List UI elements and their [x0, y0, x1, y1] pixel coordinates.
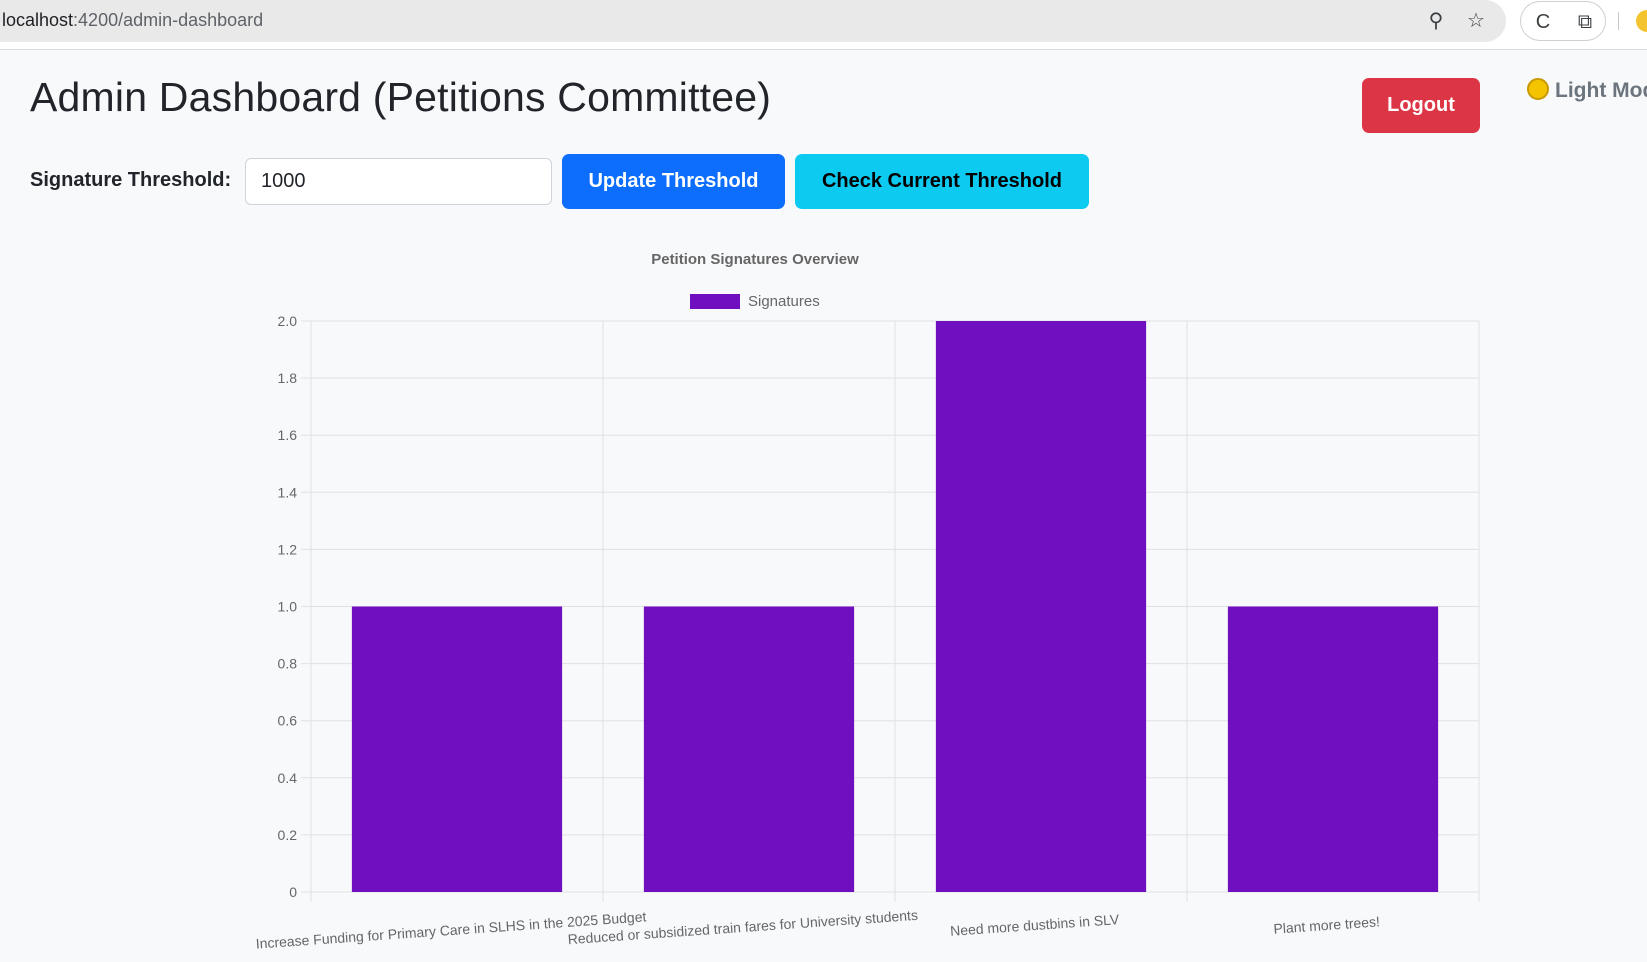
threshold-input[interactable]	[245, 158, 552, 205]
url-text: localhost:4200/admin-dashboard	[2, 10, 264, 30]
logout-button[interactable]: Logout	[1362, 78, 1480, 133]
check-threshold-button[interactable]: Check Current Threshold	[795, 154, 1089, 209]
address-bar[interactable]: localhost:4200/admin-dashboard ⚲ ☆	[0, 0, 1506, 42]
star-icon[interactable]: ☆	[1467, 10, 1485, 32]
y-tick-label: 2.0	[278, 313, 298, 329]
y-tick-label: 1.8	[278, 370, 298, 386]
legend-label: Signatures	[748, 293, 820, 310]
key-icon[interactable]: ⚲	[1428, 10, 1444, 32]
extensions-group: C ⧉	[1520, 1, 1606, 41]
y-tick-label: 1.0	[278, 599, 298, 615]
theme-toggle-label: Light Mode	[1555, 79, 1647, 102]
bar	[1227, 606, 1439, 892]
chart-title: Petition Signatures Overview	[651, 251, 859, 268]
y-tick-label: 1.4	[278, 484, 298, 500]
extension-c-icon[interactable]: C	[1535, 11, 1551, 33]
x-tick-label: Plant more trees!	[1273, 913, 1380, 936]
page-title: Admin Dashboard (Petitions Committee)	[30, 74, 772, 120]
y-tick-label: 0.8	[278, 656, 298, 672]
y-tick-label: 0.4	[278, 770, 298, 786]
sun-icon	[1527, 78, 1549, 100]
y-tick-label: 0.2	[278, 827, 298, 843]
bar	[643, 606, 855, 892]
threshold-label: Signature Threshold:	[30, 169, 232, 191]
profile-avatar[interactable]	[1636, 10, 1647, 32]
x-tick-label: Need more dustbins in SLV	[950, 911, 1121, 939]
theme-toggle[interactable]: Light Mode	[1527, 78, 1647, 103]
y-tick-label: 0.6	[278, 713, 298, 729]
browser-toolbar: localhost:4200/admin-dashboard ⚲ ☆ C ⧉	[0, 0, 1647, 50]
update-threshold-button[interactable]: Update Threshold	[562, 154, 785, 209]
bar	[351, 606, 563, 892]
y-tick-label: 1.6	[278, 427, 298, 443]
bar	[935, 321, 1147, 892]
puzzle-icon[interactable]: ⧉	[1577, 11, 1593, 33]
toolbar-divider	[1618, 12, 1619, 30]
y-tick-label: 1.2	[278, 541, 298, 557]
legend-swatch	[690, 294, 740, 309]
y-tick-label: 0	[289, 884, 297, 900]
